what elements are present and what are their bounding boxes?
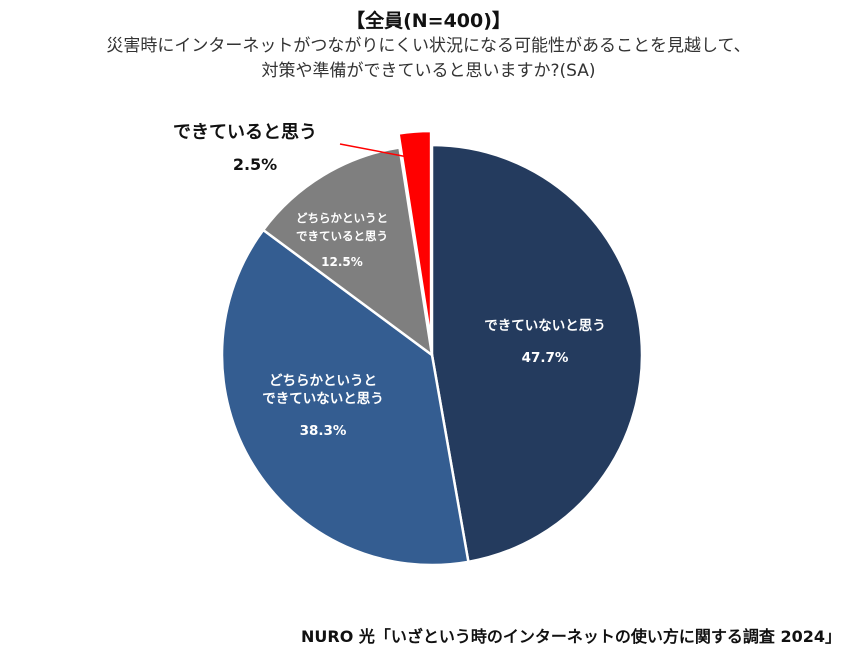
pie-slice-2 [261,146,434,358]
pie-slice-3 [397,129,433,342]
pie-slice-1 [220,228,470,567]
chart-title: 【全員(N=400)】 [346,10,511,32]
survey-question: 災害時にインターネットがつながりにくい状況になる可能性があることを見越して、 対… [106,36,751,81]
slice-label-1: どちらかというと [269,373,377,389]
slice-value-1: 38.3% [300,423,347,439]
pie-slice-0 [430,143,644,564]
slice-label-2: どちらかというと [296,211,388,225]
callout-leader-line [339,143,409,158]
slice-value-2: 12.5% [321,255,363,269]
slice-label-1: できていないと思う [262,391,384,407]
slice-label-0: できていないと思う [484,318,606,334]
slice-label-2: できていると思う [296,229,388,243]
slice-value-3: 2.5% [233,155,277,174]
source-caption: NURO 光「いざという時のインターネットの使い方に関する調査 2024」 [301,627,841,646]
slice-label-3: できていると思う [173,122,317,143]
slice-value-0: 47.7% [522,350,569,366]
